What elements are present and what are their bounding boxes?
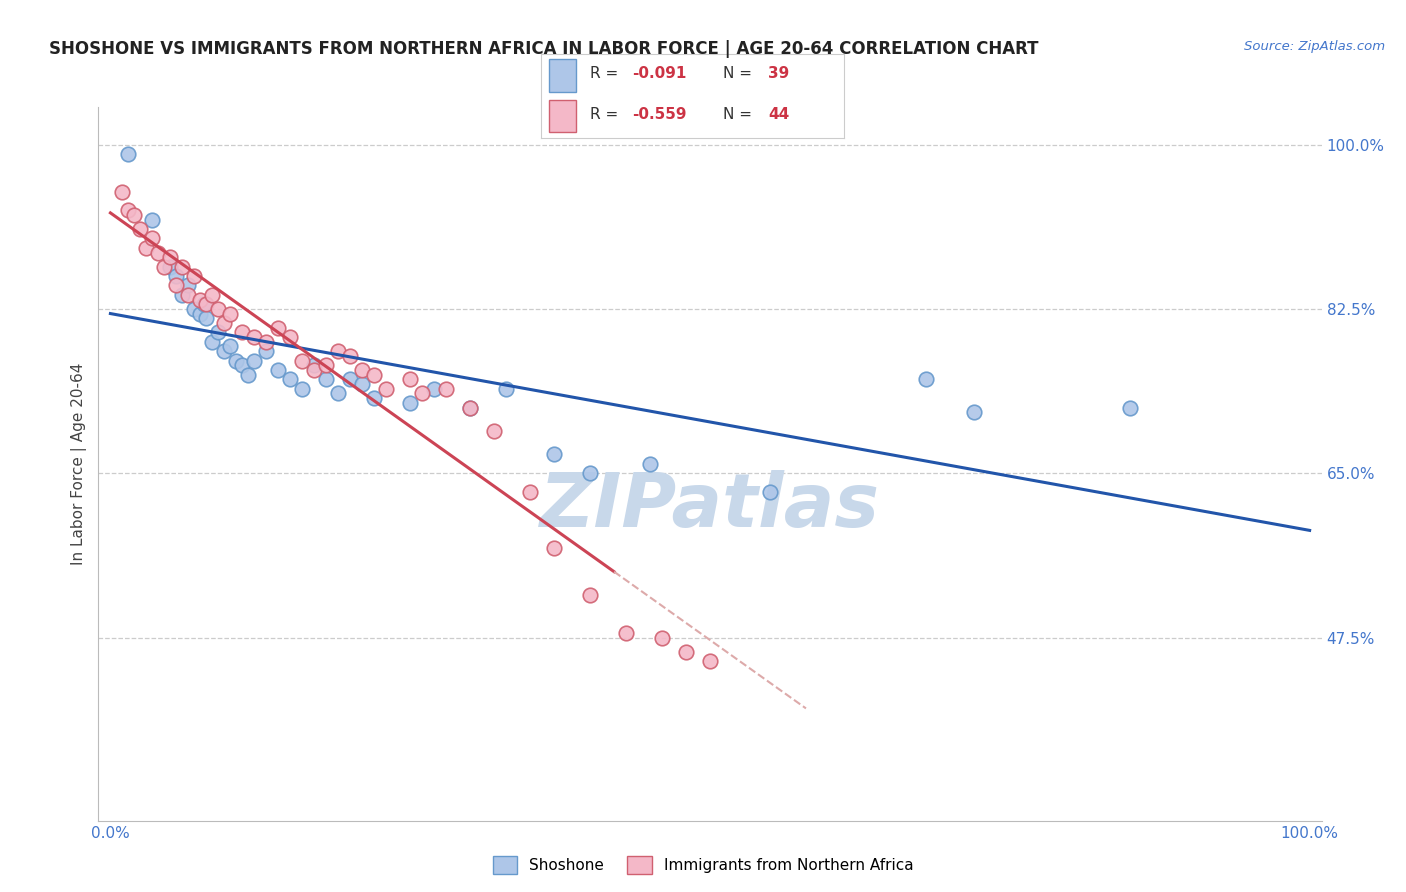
Point	[193, 297, 215, 311]
Point	[135, 241, 157, 255]
Point	[614, 625, 637, 640]
Point	[183, 301, 205, 316]
Text: N =: N =	[723, 107, 756, 122]
Point	[315, 358, 337, 372]
Point	[458, 401, 481, 415]
Point	[124, 208, 146, 222]
Point	[352, 363, 374, 377]
Point	[328, 344, 350, 359]
Point	[399, 396, 422, 410]
Point	[291, 353, 314, 368]
Point	[172, 288, 194, 302]
Point	[304, 363, 326, 377]
Text: N =: N =	[723, 66, 756, 81]
Point	[291, 382, 314, 396]
Point	[915, 372, 938, 386]
Point	[117, 203, 139, 218]
Point	[207, 326, 229, 340]
Point	[267, 363, 290, 377]
Point	[339, 372, 361, 386]
Point	[159, 260, 181, 274]
Y-axis label: In Labor Force | Age 20-64: In Labor Force | Age 20-64	[72, 363, 87, 565]
Text: 44: 44	[768, 107, 789, 122]
Point	[675, 645, 697, 659]
Point	[201, 334, 224, 349]
Point	[159, 250, 181, 264]
Point	[117, 147, 139, 161]
Point	[304, 358, 326, 372]
Point	[207, 301, 229, 316]
Point	[423, 382, 446, 396]
Point	[579, 467, 602, 481]
Point	[219, 307, 242, 321]
Point	[434, 382, 457, 396]
Point	[638, 457, 661, 471]
Point	[111, 185, 134, 199]
Legend: Shoshone, Immigrants from Northern Africa: Shoshone, Immigrants from Northern Afric…	[486, 850, 920, 880]
Point	[339, 349, 361, 363]
Point	[183, 268, 205, 283]
Point	[165, 278, 187, 293]
Point	[458, 401, 481, 415]
Point	[411, 386, 433, 401]
Point	[699, 654, 721, 668]
Point	[141, 212, 163, 227]
Point	[238, 368, 260, 382]
Point	[243, 353, 266, 368]
Point	[148, 245, 170, 260]
Point	[188, 293, 212, 307]
FancyBboxPatch shape	[548, 60, 576, 92]
Point	[219, 339, 242, 353]
Point	[153, 260, 176, 274]
Text: R =: R =	[589, 107, 623, 122]
Point	[1119, 401, 1142, 415]
Point	[177, 288, 200, 302]
Point	[214, 316, 236, 330]
Point	[214, 344, 236, 359]
Point	[201, 288, 224, 302]
Point	[254, 344, 277, 359]
Text: -0.091: -0.091	[633, 66, 686, 81]
Point	[165, 268, 187, 283]
Point	[519, 485, 541, 500]
Point	[495, 382, 517, 396]
Point	[543, 541, 565, 556]
Point	[328, 386, 350, 401]
Point	[759, 485, 782, 500]
Point	[195, 297, 218, 311]
Point	[188, 307, 212, 321]
Point	[231, 326, 253, 340]
Point	[141, 231, 163, 245]
Point	[651, 631, 673, 645]
Point	[177, 278, 200, 293]
Point	[267, 320, 290, 334]
Point	[399, 372, 422, 386]
Point	[231, 358, 253, 372]
Text: R =: R =	[589, 66, 623, 81]
Point	[363, 368, 385, 382]
Point	[254, 334, 277, 349]
Point	[278, 330, 301, 344]
Text: ZIPatlas: ZIPatlas	[540, 470, 880, 543]
Point	[963, 405, 986, 419]
Point	[579, 588, 602, 602]
Point	[375, 382, 398, 396]
Text: SHOSHONE VS IMMIGRANTS FROM NORTHERN AFRICA IN LABOR FORCE | AGE 20-64 CORRELATI: SHOSHONE VS IMMIGRANTS FROM NORTHERN AFR…	[49, 40, 1039, 58]
Point	[225, 353, 247, 368]
Point	[195, 311, 218, 326]
Point	[278, 372, 301, 386]
Point	[129, 222, 152, 236]
Point	[352, 377, 374, 392]
Point	[172, 260, 194, 274]
Point	[363, 391, 385, 405]
Text: 39: 39	[768, 66, 789, 81]
Point	[243, 330, 266, 344]
FancyBboxPatch shape	[548, 100, 576, 132]
Point	[315, 372, 337, 386]
Point	[543, 447, 565, 461]
Point	[482, 424, 505, 438]
Text: -0.559: -0.559	[633, 107, 686, 122]
Text: Source: ZipAtlas.com: Source: ZipAtlas.com	[1244, 40, 1385, 54]
